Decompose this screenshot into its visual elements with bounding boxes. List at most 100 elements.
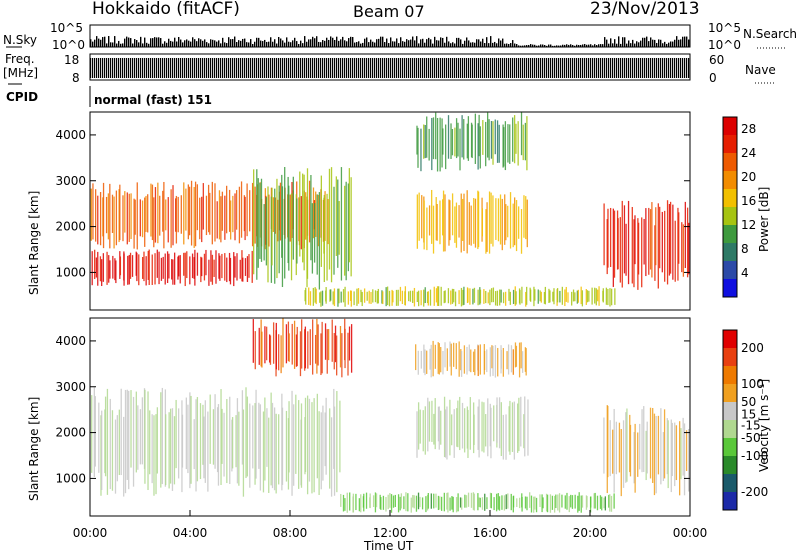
echo-mark bbox=[218, 253, 220, 279]
echo-mark bbox=[416, 291, 418, 303]
echo-mark bbox=[657, 415, 660, 475]
nsky-bar bbox=[254, 41, 256, 47]
nsky-bar bbox=[268, 41, 270, 47]
echo-mark bbox=[391, 289, 393, 306]
echo-mark bbox=[288, 185, 290, 271]
nsky-bar bbox=[184, 40, 186, 47]
echo-mark bbox=[189, 256, 191, 285]
echo-mark bbox=[128, 390, 130, 490]
nsky-bar bbox=[570, 44, 572, 47]
date-title: 23/Nov/2013 bbox=[590, 0, 700, 19]
nsky-bar bbox=[300, 40, 302, 47]
echo-mark bbox=[181, 414, 184, 468]
nsky-bar bbox=[666, 43, 668, 47]
echo-mark bbox=[505, 414, 507, 460]
nsky-bar bbox=[560, 45, 562, 47]
freq-bar bbox=[414, 58, 416, 78]
freq-bar bbox=[622, 58, 624, 78]
echo-mark bbox=[442, 190, 445, 252]
echo-mark bbox=[483, 350, 486, 370]
echo-mark bbox=[106, 251, 108, 285]
echo-mark bbox=[604, 496, 606, 511]
freq-bar bbox=[244, 58, 246, 78]
freq-bar bbox=[676, 58, 678, 78]
echo-mark bbox=[429, 289, 432, 306]
nsky-bar bbox=[430, 39, 432, 47]
echo-mark bbox=[332, 291, 334, 305]
nsky-bar bbox=[346, 41, 348, 47]
nsky-bar bbox=[98, 38, 100, 47]
nsky-bar bbox=[548, 44, 550, 47]
echo-mark bbox=[337, 179, 339, 268]
echo-mark bbox=[92, 183, 94, 240]
freq-bar bbox=[284, 58, 286, 78]
freq-bar bbox=[454, 58, 456, 78]
freq-bar bbox=[452, 58, 454, 78]
echo-mark bbox=[425, 496, 427, 513]
echo-mark bbox=[120, 388, 122, 476]
echo-mark bbox=[498, 397, 501, 449]
echo-mark bbox=[106, 388, 109, 495]
nsky-bar bbox=[668, 42, 670, 47]
colorbar-segment bbox=[723, 384, 737, 402]
freq-bar bbox=[434, 58, 436, 78]
echo-mark bbox=[287, 176, 289, 264]
freq-bar bbox=[152, 58, 154, 78]
echo-mark bbox=[472, 288, 474, 305]
echo-mark bbox=[518, 206, 520, 239]
echo-mark bbox=[203, 253, 206, 281]
echo-mark bbox=[564, 495, 566, 509]
colorbar-segment bbox=[723, 348, 737, 366]
nsky-bar bbox=[270, 37, 272, 47]
freq-bar bbox=[512, 58, 514, 78]
echo-mark bbox=[259, 404, 262, 491]
echo-mark bbox=[97, 195, 99, 245]
echo-mark bbox=[545, 493, 548, 512]
nsky-bar bbox=[438, 40, 440, 47]
nsky-bar bbox=[408, 40, 410, 47]
echo-mark bbox=[596, 495, 599, 511]
echo-mark bbox=[385, 287, 387, 307]
freq-bar bbox=[154, 58, 156, 78]
echo-mark bbox=[424, 349, 426, 376]
echo-mark bbox=[94, 249, 96, 280]
nsky-bar bbox=[534, 44, 536, 47]
freq-bar bbox=[688, 58, 690, 78]
echo-mark bbox=[428, 205, 431, 236]
freq-bar bbox=[396, 58, 398, 78]
echo-mark bbox=[637, 222, 640, 275]
freq-bar bbox=[240, 58, 242, 78]
nsky-bar bbox=[108, 36, 110, 47]
echo-mark bbox=[344, 498, 346, 511]
echo-mark bbox=[200, 256, 202, 283]
echo-mark bbox=[102, 253, 105, 282]
echo-mark bbox=[526, 286, 528, 305]
echo-mark bbox=[258, 327, 260, 365]
echo-mark bbox=[417, 350, 419, 375]
freq-bar bbox=[362, 58, 364, 78]
freq-bar bbox=[520, 58, 522, 78]
nsky-bar bbox=[638, 42, 640, 47]
echo-mark bbox=[500, 349, 502, 369]
echo-mark bbox=[156, 407, 159, 474]
echo-mark bbox=[446, 406, 448, 460]
echo-mark bbox=[581, 290, 584, 307]
echo-mark bbox=[588, 290, 590, 302]
echo-mark bbox=[188, 186, 191, 236]
echo-mark bbox=[455, 497, 458, 513]
freq-bar bbox=[460, 58, 462, 78]
echo-mark bbox=[321, 290, 324, 306]
nsky-bar bbox=[614, 39, 616, 47]
nsky-bar bbox=[472, 42, 474, 47]
power-ylabel: Slant Range [km] bbox=[27, 191, 41, 295]
echo-mark bbox=[512, 289, 515, 304]
echo-mark bbox=[510, 493, 512, 511]
echo-mark bbox=[144, 197, 146, 247]
echo-mark bbox=[424, 287, 426, 304]
freq-bar bbox=[626, 58, 628, 78]
freq-bar bbox=[682, 58, 684, 78]
nsky-bar bbox=[132, 43, 134, 47]
nsky-bar bbox=[178, 37, 180, 47]
echo-mark bbox=[280, 335, 282, 374]
